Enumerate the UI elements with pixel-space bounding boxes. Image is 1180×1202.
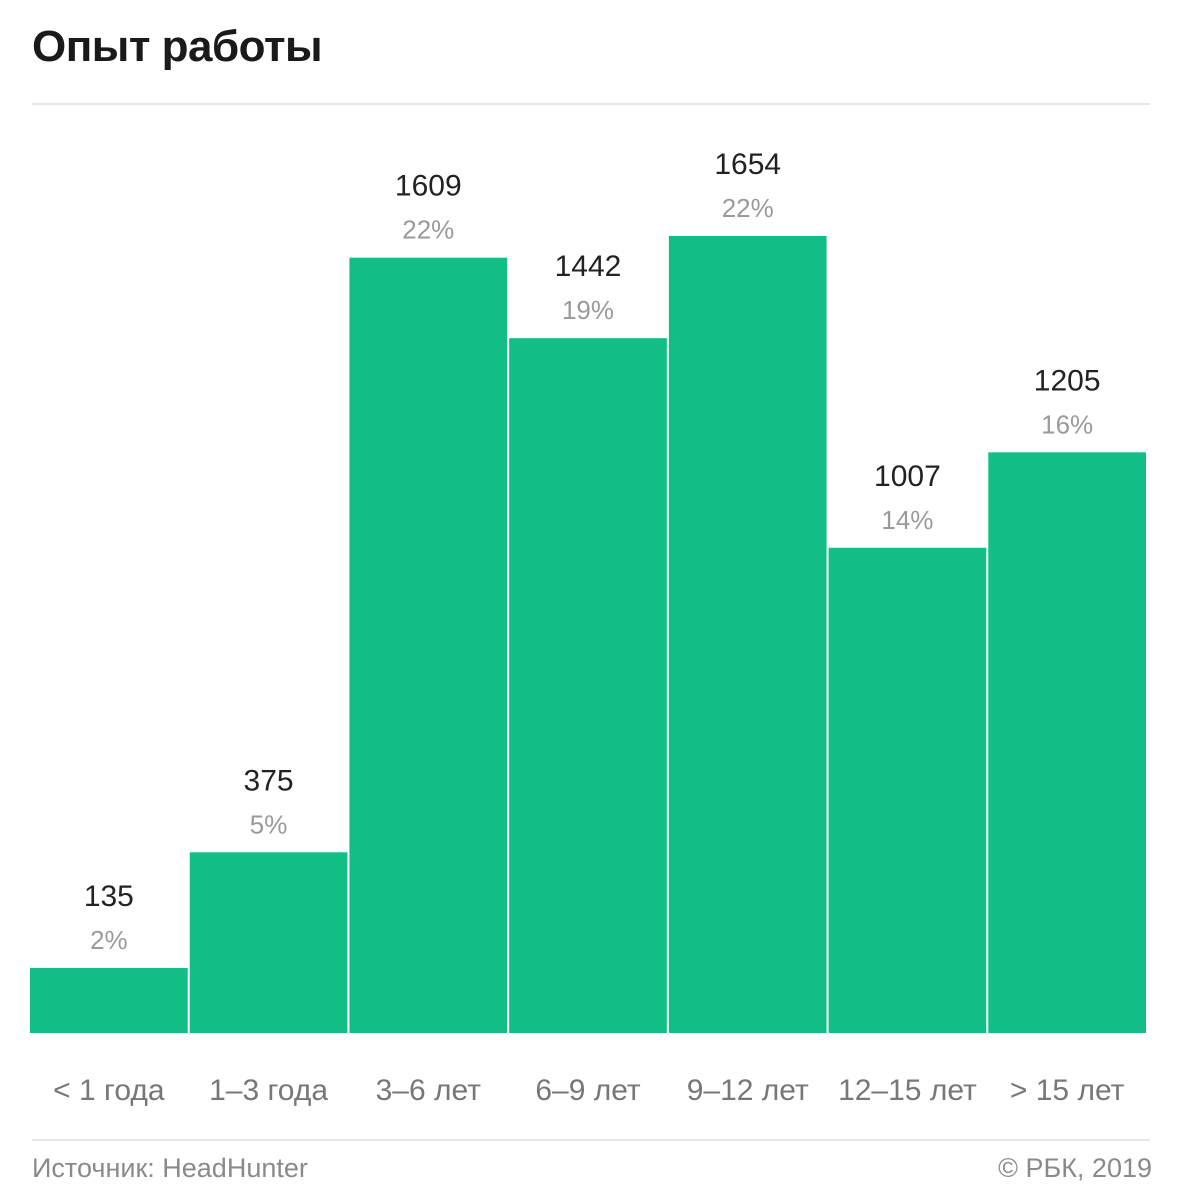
bar-2 — [189, 852, 348, 1033]
source-note: Источник: HeadHunter — [32, 1153, 308, 1183]
bar-1 — [30, 967, 188, 1033]
percent-label-6: 14% — [881, 505, 933, 535]
category-label-1: < 1 года — [53, 1074, 165, 1107]
percent-label-7: 16% — [1041, 409, 1093, 439]
bar-chart: 135 2% < 1 года 375 5% 1–3 года 1609 22% 3–6 лет… — [30, 148, 1146, 1107]
category-label-3: 3–6 лет — [376, 1074, 482, 1107]
percent-label-1: 2% — [90, 925, 128, 955]
bar-7 — [988, 452, 1146, 1034]
value-label-7: 1205 — [1034, 364, 1101, 397]
category-label-2: 1–3 года — [209, 1074, 328, 1107]
top-divider — [32, 103, 1150, 105]
category-label-6: 12–15 лет — [838, 1074, 977, 1107]
chart-title: Опыт работы — [32, 22, 323, 71]
bar-3 — [349, 257, 508, 1033]
bar-6 — [828, 547, 987, 1033]
value-label-4: 1442 — [555, 250, 622, 283]
percent-label-3: 22% — [402, 215, 454, 245]
category-label-4: 6–9 лет — [535, 1074, 641, 1107]
percent-label-5: 22% — [722, 193, 774, 223]
value-label-2: 375 — [244, 764, 294, 797]
category-label-7: > 15 лет — [1010, 1074, 1125, 1107]
value-label-3: 1609 — [395, 170, 462, 203]
copyright-note: © РБК, 2019 — [998, 1153, 1152, 1183]
value-label-5: 1654 — [714, 148, 781, 181]
percent-label-4: 19% — [562, 295, 614, 325]
value-label-6: 1007 — [874, 460, 941, 493]
bar-4 — [509, 338, 667, 1033]
bottom-divider — [32, 1139, 1150, 1141]
percent-label-2: 5% — [250, 809, 288, 839]
bar-5 — [668, 236, 827, 1033]
value-label-1: 135 — [84, 880, 134, 913]
category-label-5: 9–12 лет — [687, 1074, 809, 1107]
